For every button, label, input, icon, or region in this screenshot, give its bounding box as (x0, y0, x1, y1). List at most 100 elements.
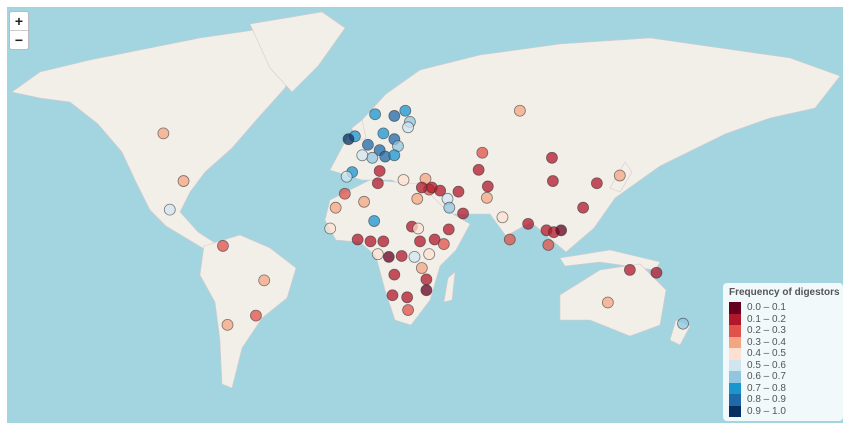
site-point[interactable] (434, 184, 447, 197)
site-point[interactable] (324, 222, 337, 235)
legend-item: 0.1 – 0.2 (729, 313, 837, 325)
site-point[interactable] (358, 195, 370, 208)
site-point[interactable] (601, 296, 614, 309)
site-point[interactable] (542, 239, 555, 251)
zoom-in-button[interactable]: + (14, 13, 24, 29)
eurasia (329, 37, 841, 253)
site-point[interactable] (329, 201, 342, 214)
site-point[interactable] (163, 203, 176, 216)
site-point[interactable] (258, 274, 271, 287)
site-point[interactable] (402, 304, 414, 316)
site-point[interactable] (613, 169, 626, 182)
site-point[interactable] (481, 180, 494, 193)
site-point[interactable] (351, 233, 364, 246)
site-point[interactable] (513, 104, 526, 117)
site-point[interactable] (415, 262, 428, 274)
site-point[interactable] (386, 289, 399, 302)
site-point[interactable] (371, 248, 384, 261)
site-point[interactable] (340, 170, 353, 183)
site-point[interactable] (423, 248, 436, 261)
site-point[interactable] (503, 233, 516, 246)
site-point[interactable] (442, 223, 455, 236)
site-point[interactable] (555, 224, 568, 237)
legend-label: 0.0 – 0.1 (747, 302, 786, 313)
greenland (249, 11, 346, 93)
site-point[interactable] (522, 217, 535, 230)
site-point[interactable] (373, 165, 386, 177)
site-point[interactable] (546, 151, 558, 164)
points-layer (157, 104, 689, 331)
legend-swatch (729, 348, 741, 360)
site-point[interactable] (401, 291, 414, 304)
site-point[interactable] (577, 201, 590, 214)
legend-swatch (729, 302, 741, 314)
legend-label: 0.3 – 0.4 (747, 336, 786, 348)
site-point[interactable] (342, 133, 355, 146)
site-point[interactable] (443, 201, 456, 214)
site-point[interactable] (623, 264, 636, 276)
site-point[interactable] (411, 192, 424, 205)
site-point[interactable] (402, 121, 414, 134)
site-point[interactable] (369, 108, 381, 121)
site-point[interactable] (377, 127, 390, 140)
madagascar (443, 271, 456, 303)
legend-swatch (729, 394, 741, 406)
site-point[interactable] (412, 222, 425, 235)
site-point[interactable] (472, 163, 485, 176)
legend-swatch (729, 359, 741, 371)
legend-item: 0.2 – 0.3 (729, 325, 837, 337)
legend-item: 0.8 – 0.9 (729, 394, 837, 406)
site-point[interactable] (366, 151, 379, 164)
site-point[interactable] (157, 127, 170, 140)
site-point[interactable] (217, 240, 229, 252)
legend-label: 0.5 – 0.6 (747, 359, 786, 371)
site-point[interactable] (476, 146, 489, 159)
legend-label: 0.2 – 0.3 (747, 325, 786, 336)
site-point[interactable] (250, 309, 262, 322)
legend-item: 0.7 – 0.8 (729, 382, 837, 394)
site-point[interactable] (480, 191, 493, 204)
site-point[interactable] (221, 318, 234, 331)
site-point[interactable] (388, 268, 401, 281)
site-point[interactable] (388, 149, 401, 162)
site-point[interactable] (677, 317, 689, 330)
site-point[interactable] (382, 251, 395, 263)
site-point[interactable] (399, 104, 412, 117)
site-point[interactable] (437, 238, 450, 250)
site-point[interactable] (377, 235, 390, 248)
zoom-control: + − (9, 11, 29, 50)
site-point[interactable] (395, 250, 408, 262)
legend-swatch (729, 371, 741, 383)
site-point[interactable] (457, 207, 469, 220)
site-point[interactable] (356, 149, 369, 162)
site-point[interactable] (338, 187, 351, 200)
south-america (199, 234, 297, 389)
legend-item: 0.9 – 1.0 (729, 405, 837, 417)
site-point[interactable] (546, 175, 559, 187)
site-point[interactable] (496, 211, 509, 224)
site-point[interactable] (368, 215, 381, 227)
site-point[interactable] (364, 235, 377, 248)
site-point[interactable] (452, 185, 465, 198)
land (11, 11, 841, 389)
site-point[interactable] (420, 273, 433, 286)
legend-label: 0.8 – 0.9 (747, 394, 786, 405)
site-point[interactable] (650, 266, 663, 279)
site-point[interactable] (408, 251, 421, 263)
site-point[interactable] (362, 138, 374, 151)
site-point[interactable] (420, 284, 433, 297)
site-point[interactable] (590, 177, 603, 190)
site-point[interactable] (177, 175, 190, 187)
site-point[interactable] (388, 110, 401, 122)
site-point[interactable] (371, 177, 384, 190)
zoom-out-button[interactable]: − (10, 30, 28, 49)
site-point[interactable] (415, 181, 428, 194)
legend-item: 0.5 – 0.6 (729, 359, 837, 371)
site-point[interactable] (397, 174, 410, 186)
site-point[interactable] (414, 235, 426, 248)
legend-swatch (729, 325, 741, 337)
legend-label: 0.6 – 0.7 (747, 371, 786, 382)
legend-title: Frequency of digestors (729, 287, 840, 298)
